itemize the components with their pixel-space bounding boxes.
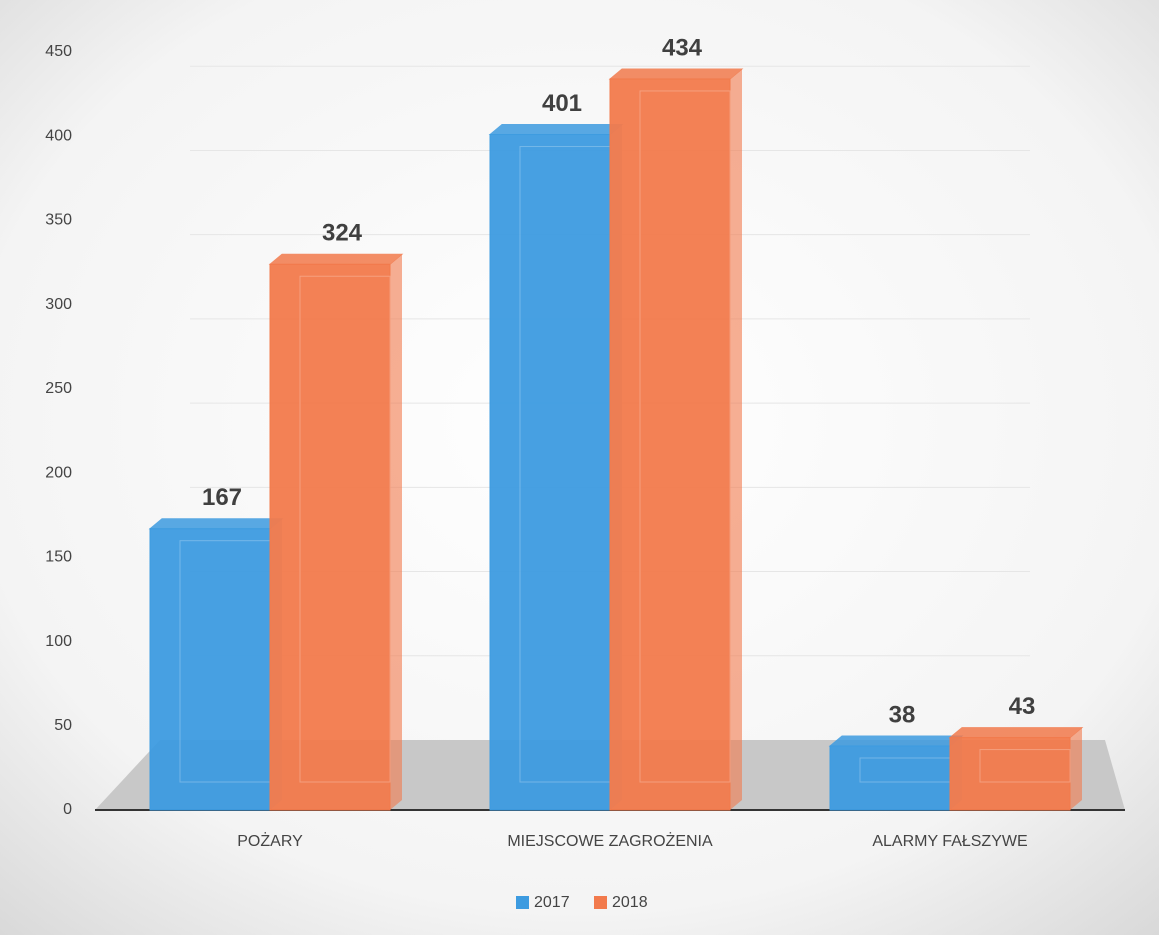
bar-side (390, 254, 402, 811)
y-tick-label: 400 (45, 127, 72, 144)
value-label: 167 (202, 484, 242, 511)
legend-label: 2017 (534, 894, 570, 911)
bar (489, 134, 611, 811)
y-tick-label: 450 (45, 43, 72, 60)
bar-inner (299, 275, 391, 783)
bar-top (948, 727, 1084, 739)
y-tick-label: 50 (54, 717, 72, 734)
bar (949, 737, 1071, 811)
bar (269, 263, 391, 811)
bar-top (608, 68, 744, 80)
x-tick-label: POŻARY (237, 831, 303, 850)
bar (149, 528, 271, 811)
bar-inner (979, 749, 1071, 783)
y-tick-label: 100 (45, 633, 72, 650)
legend-swatch (594, 896, 607, 909)
value-label: 401 (542, 90, 582, 117)
value-label: 324 (322, 220, 363, 247)
y-tick-label: 250 (45, 380, 72, 397)
legend-swatch (516, 896, 529, 909)
bar-top (488, 124, 624, 136)
y-tick-label: 350 (45, 212, 72, 229)
bar-side (730, 68, 742, 810)
bar-top (268, 253, 404, 265)
bar (609, 78, 731, 811)
x-tick-label: ALARMY FAŁSZYWE (872, 833, 1027, 850)
value-label: 43 (1009, 693, 1036, 720)
y-tick-label: 200 (45, 464, 72, 481)
y-tick-label: 300 (45, 296, 72, 313)
bar-inner (639, 90, 731, 783)
x-tick-label: MIEJSCOWE ZAGROŻENIA (507, 831, 713, 850)
value-label: 434 (662, 34, 703, 61)
bar-side (1070, 727, 1082, 810)
y-tick-label: 0 (63, 801, 72, 818)
bar-top (148, 518, 284, 530)
bar (829, 745, 951, 811)
value-label: 38 (889, 701, 916, 728)
bar-top (828, 735, 964, 747)
y-tick-label: 150 (45, 549, 72, 566)
legend-label: 2018 (612, 894, 648, 911)
